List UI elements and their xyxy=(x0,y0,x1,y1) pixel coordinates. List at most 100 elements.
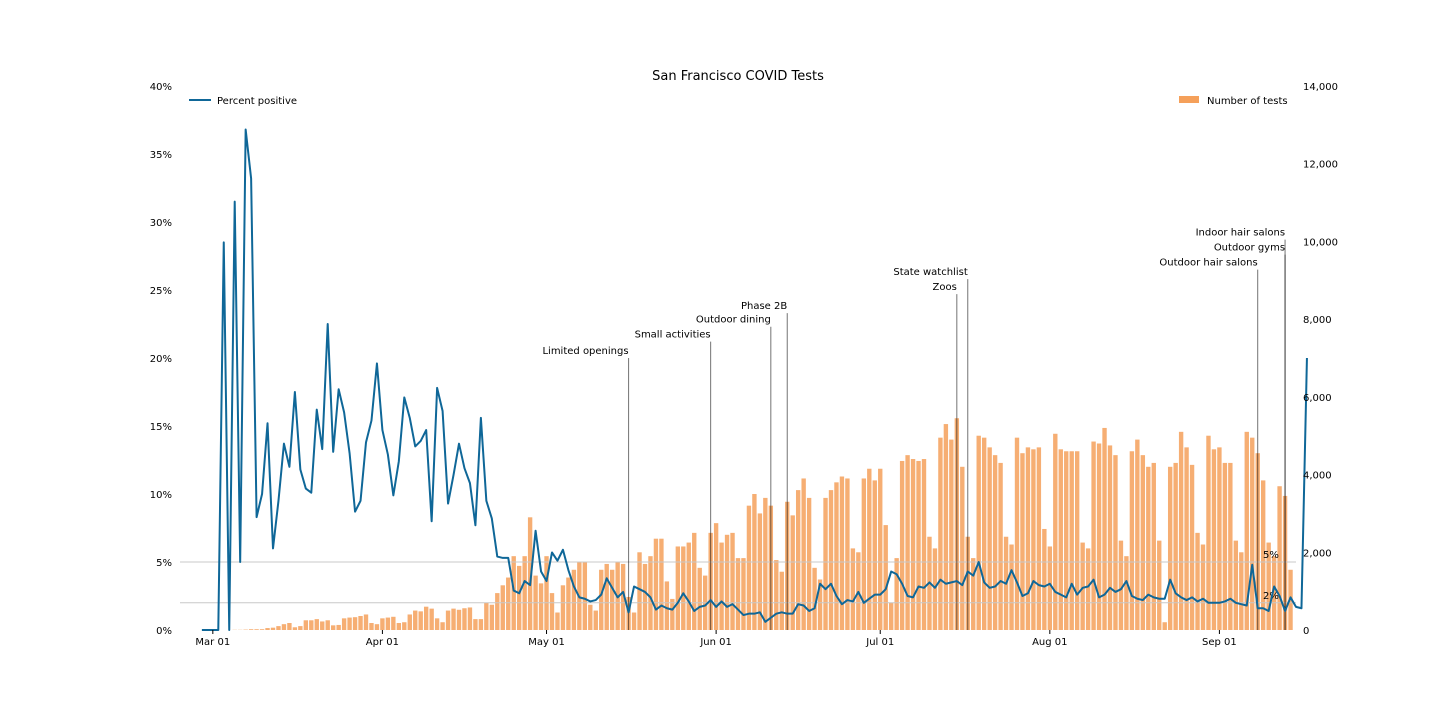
tests-bar xyxy=(1200,544,1206,630)
tests-bar xyxy=(527,517,533,630)
tests-bar xyxy=(571,569,577,630)
tests-bar xyxy=(675,546,681,630)
tests-bar xyxy=(418,611,423,630)
tests-bar xyxy=(549,593,555,630)
tests-bar xyxy=(582,562,588,630)
tests-bar xyxy=(790,515,795,630)
tests-bar xyxy=(899,460,905,630)
right-axis-tick-labels: 0 2,000 4,000 6,000 8,000 10,000 12,000 14,000 xyxy=(1303,82,1338,637)
left-tick-label: 30% xyxy=(150,218,172,229)
tests-bar xyxy=(566,577,571,630)
tests-bar xyxy=(265,628,270,630)
tests-bar xyxy=(631,612,637,630)
tests-bar xyxy=(1184,447,1189,630)
tests-bar xyxy=(1146,466,1151,630)
tests-bar xyxy=(1020,453,1025,630)
tests-bar xyxy=(894,558,899,630)
tests-bar xyxy=(949,439,954,630)
tests-bar xyxy=(1140,455,1146,630)
tests-bar xyxy=(653,538,659,630)
tests-bar xyxy=(932,548,938,630)
tests-bar xyxy=(686,542,691,630)
legend-percent-positive: Percent positive xyxy=(189,96,297,107)
tests-bar xyxy=(670,598,675,630)
tests-bar xyxy=(1085,548,1091,630)
tests-bar xyxy=(735,558,741,630)
tests-bar xyxy=(746,505,752,630)
tests-bar xyxy=(522,556,527,630)
tests-bar xyxy=(538,583,544,630)
right-tick-label: 4,000 xyxy=(1303,471,1332,482)
tests-bar xyxy=(828,490,834,630)
tests-bar xyxy=(878,468,883,630)
tests-bar xyxy=(380,618,385,630)
tests-bar xyxy=(1266,542,1271,630)
right-tick-label: 12,000 xyxy=(1303,160,1338,171)
tests-bar xyxy=(1129,451,1135,630)
tests-bar xyxy=(287,623,292,630)
annotation-label: Phase 2B xyxy=(741,301,787,312)
tests-bar xyxy=(620,563,626,630)
left-tick-label: 20% xyxy=(150,354,172,365)
tests-bar xyxy=(1080,542,1085,630)
tests-bar xyxy=(309,620,314,630)
tests-bar xyxy=(1047,546,1053,630)
tests-bar xyxy=(1189,464,1195,630)
percent-positive-line xyxy=(201,128,1308,631)
x-tick-label: Jul 01 xyxy=(865,637,894,648)
tests-bar xyxy=(692,532,697,630)
tests-bar xyxy=(1096,443,1102,630)
tests-bar xyxy=(823,497,828,630)
tests-bar xyxy=(1173,462,1178,630)
tests-bar xyxy=(270,627,276,630)
tests-bar xyxy=(1228,462,1233,630)
tests-bar xyxy=(713,523,719,630)
tests-bar xyxy=(369,623,374,630)
tests-bar xyxy=(1233,540,1239,630)
x-axis: Mar 01 Apr 01 May 01 Jun 01 Jul 01 Aug 01 Sep … xyxy=(195,630,1237,648)
tests-bar xyxy=(1058,449,1063,630)
tests-bar xyxy=(473,619,478,630)
tests-bar xyxy=(407,614,412,630)
x-tick-label: Aug 01 xyxy=(1032,637,1067,648)
tests-bar xyxy=(724,534,730,630)
tests-bar xyxy=(1113,455,1118,630)
tests-bar xyxy=(555,612,560,630)
annotation-label: Zoos xyxy=(933,282,957,293)
tests-bar xyxy=(363,614,369,630)
tests-bar xyxy=(391,616,396,630)
tests-bar xyxy=(1239,552,1244,630)
tests-bar xyxy=(434,618,440,630)
tests-bar xyxy=(484,602,489,630)
right-tick-label: 2,000 xyxy=(1303,548,1332,559)
tests-bar xyxy=(292,627,298,630)
right-tick-label: 14,000 xyxy=(1303,82,1338,93)
tests-bar xyxy=(254,629,259,630)
legend-bar-swatch xyxy=(1179,96,1199,103)
annotation-label: Outdoor dining xyxy=(696,315,771,326)
tests-bar xyxy=(358,616,363,630)
tests-bar xyxy=(642,563,648,630)
tests-bar xyxy=(281,624,287,630)
left-tick-label: 5% xyxy=(156,558,172,569)
tests-bar xyxy=(741,558,746,630)
tests-bar xyxy=(867,468,872,630)
tests-bar xyxy=(1135,439,1140,630)
chart-title: San Francisco COVID Tests xyxy=(652,69,824,84)
tests-bar xyxy=(960,466,965,630)
tests-bar xyxy=(413,610,418,630)
tests-bar xyxy=(779,571,784,630)
tests-bar xyxy=(817,579,823,630)
tests-bar xyxy=(795,490,801,630)
tests-bar xyxy=(456,609,462,630)
tests-bar xyxy=(1036,447,1042,630)
tests-bars xyxy=(232,418,1293,630)
tests-bar xyxy=(1217,447,1222,630)
left-tick-label: 15% xyxy=(150,422,172,433)
right-tick-label: 10,000 xyxy=(1303,237,1338,248)
tests-bar xyxy=(1118,540,1124,630)
right-tick-label: 6,000 xyxy=(1303,393,1332,404)
tests-bar xyxy=(341,618,347,630)
tests-bar xyxy=(325,620,330,630)
